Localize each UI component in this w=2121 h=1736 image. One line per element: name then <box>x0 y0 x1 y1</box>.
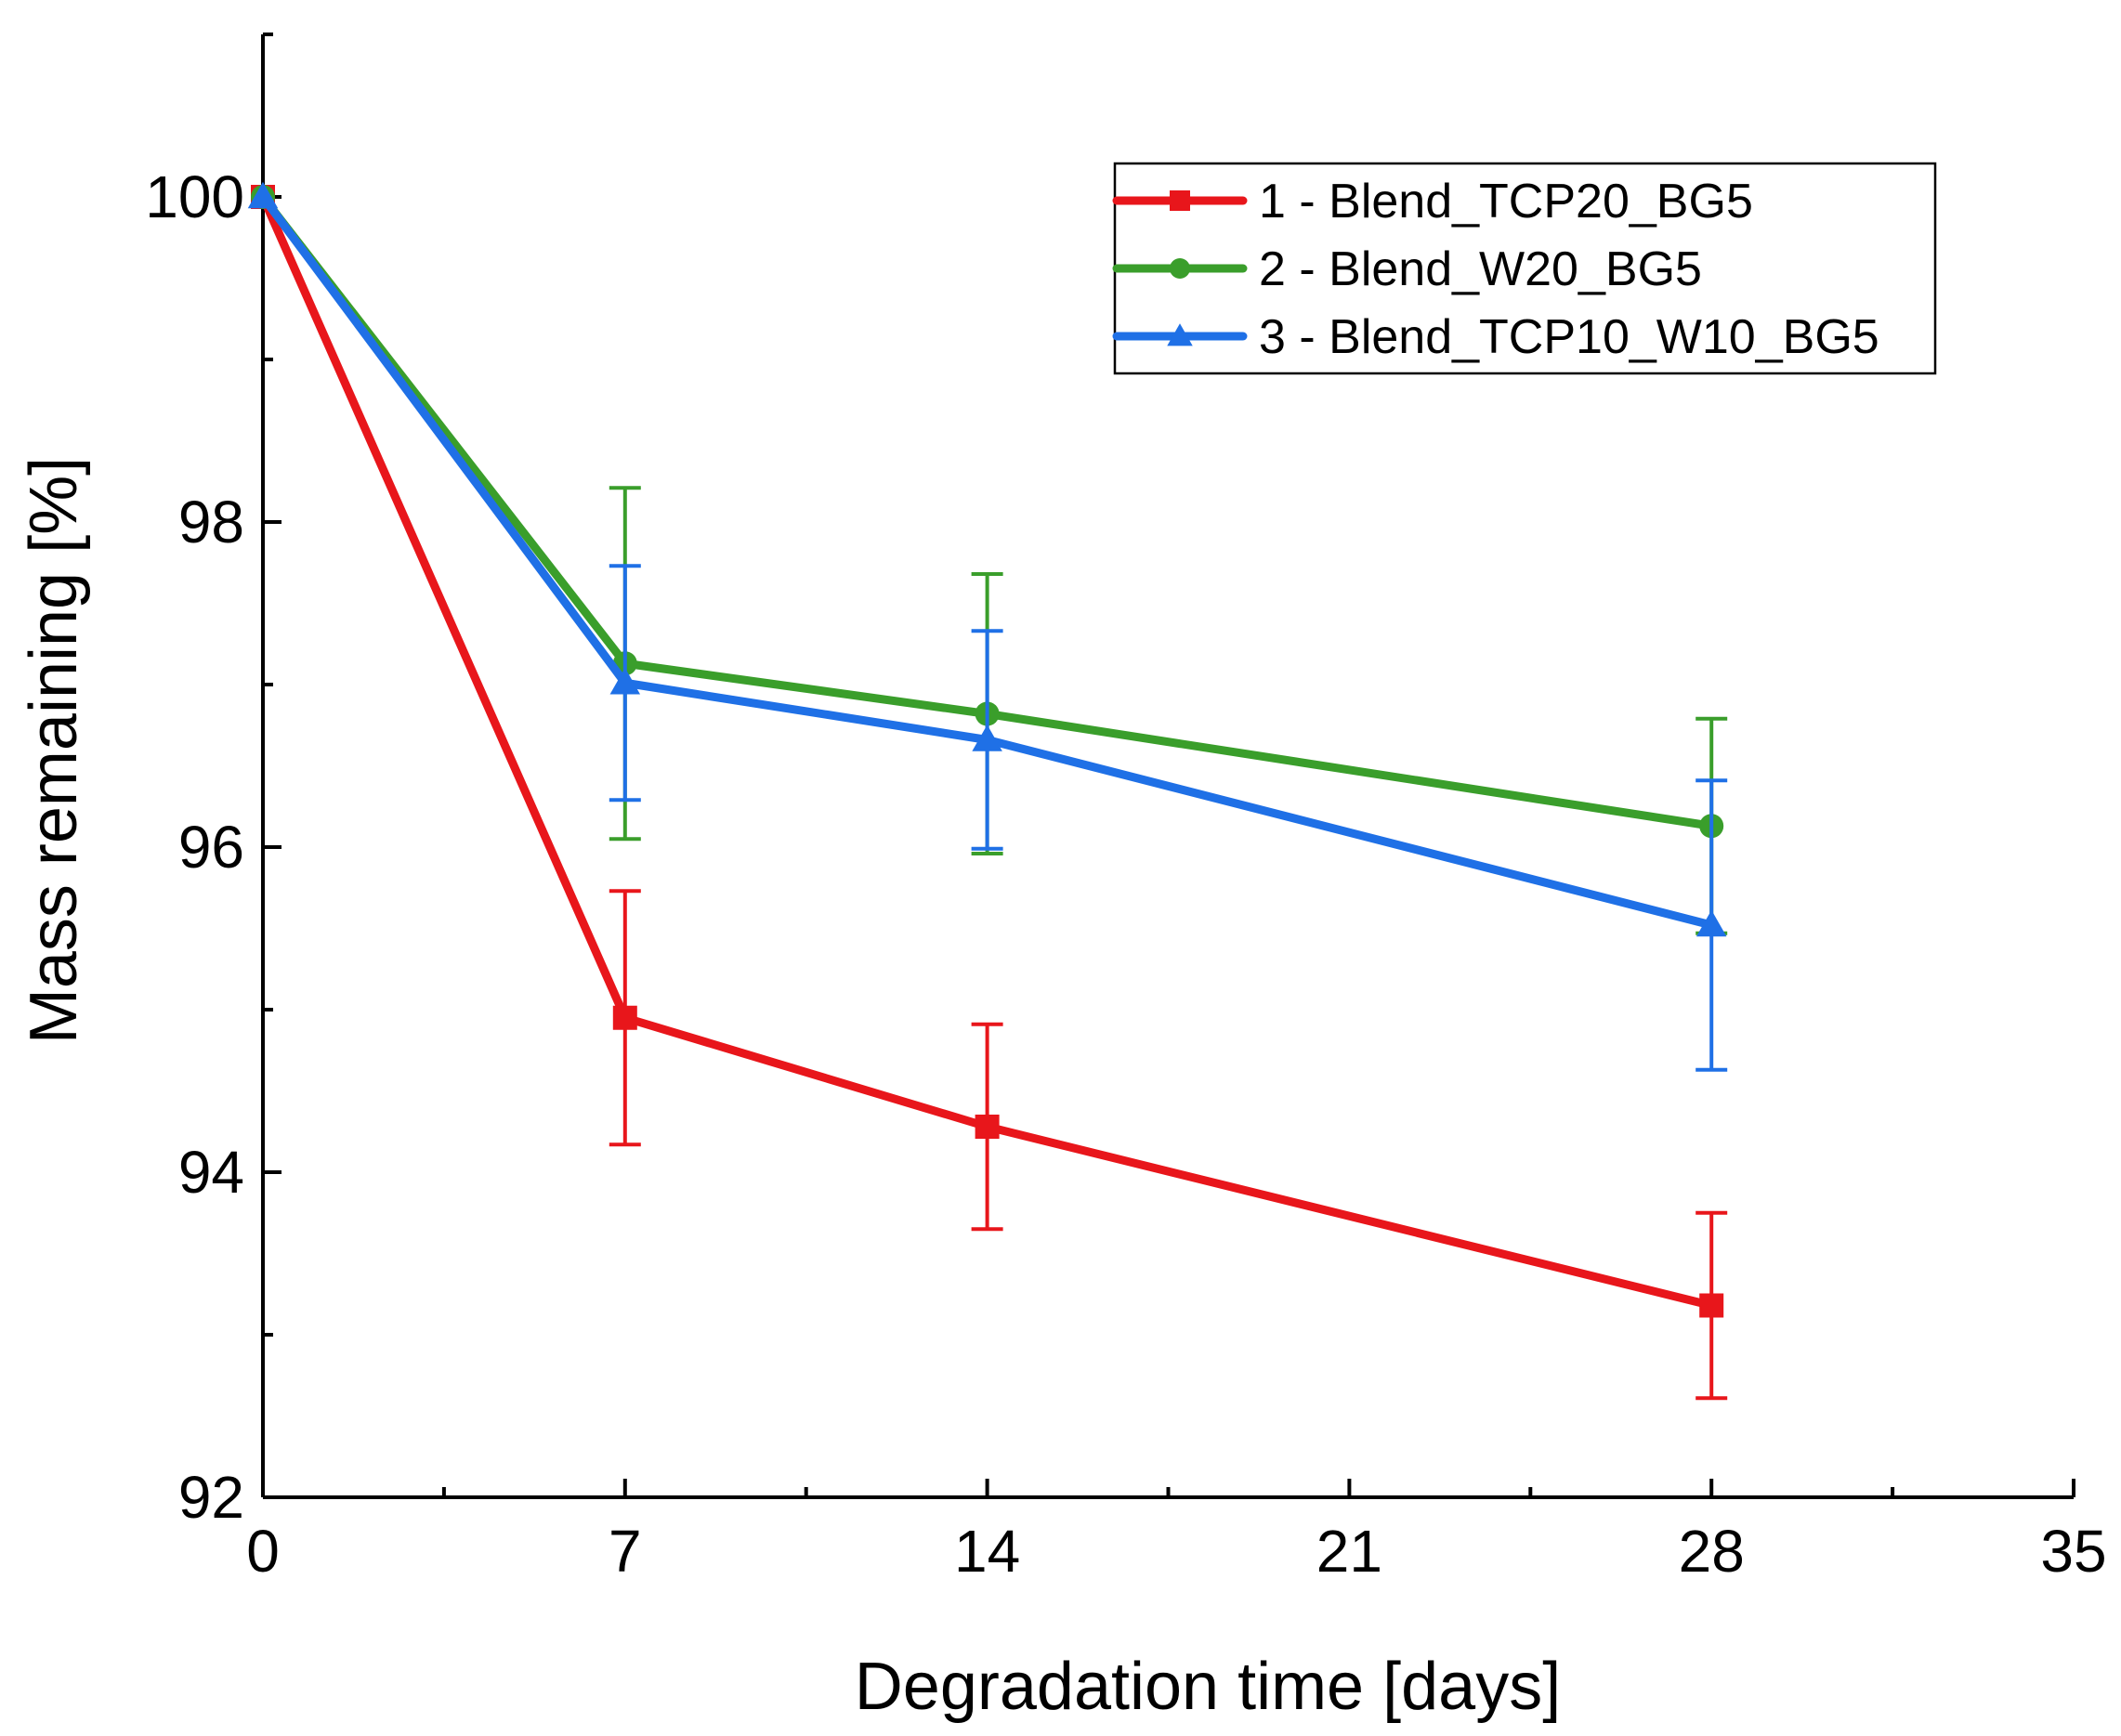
legend-label: 2 - Blend_W20_BG5 <box>1259 242 1702 296</box>
legend-label: 3 - Blend_TCP10_W10_BG5 <box>1259 310 1879 364</box>
data-point <box>609 668 641 695</box>
legend-marker <box>1170 190 1190 211</box>
legend-marker <box>1167 323 1193 346</box>
x-tick-label: 21 <box>1316 1518 1382 1585</box>
data-point <box>247 181 279 209</box>
legend-label: 1 - Blend_TCP20_BG5 <box>1259 175 1753 228</box>
x-tick-label: 28 <box>1679 1518 1745 1585</box>
legend-items: 1 - Blend_TCP20_BG5 2 - Blend_W20_BG5 3 - … <box>1112 175 1879 364</box>
series-1 <box>251 185 1728 1401</box>
series-3 <box>247 181 1728 1072</box>
legend-item-1: 1 - Blend_TCP20_BG5 <box>1112 175 1753 228</box>
y-axis-title: Mass remaining [%] <box>17 457 91 1044</box>
x-tick-label: 35 <box>2040 1518 2106 1585</box>
data-point <box>972 724 1002 751</box>
axes: 0 7 14 21 28 35 92 94 96 98 100 <box>145 33 2107 1585</box>
plot-area <box>247 181 1728 1401</box>
legend: 1 - Blend_TCP20_BG5 2 - Blend_W20_BG5 3 - … <box>1112 162 1937 375</box>
x-axis-title: Degradation time [days] <box>855 1650 1561 1724</box>
data-point <box>975 1115 1000 1139</box>
y-tick-label: 100 <box>145 163 244 230</box>
x-tick-label: 0 <box>246 1518 280 1585</box>
series-line <box>258 192 1716 830</box>
data-point <box>1699 1293 1724 1318</box>
y-tick-label: 92 <box>178 1464 244 1531</box>
data-point <box>1695 909 1727 937</box>
data-point <box>612 1005 637 1030</box>
legend-item-2: 2 - Blend_W20_BG5 <box>1112 242 1702 296</box>
legend-item-3: 3 - Blend_TCP10_W10_BG5 <box>1112 310 1879 364</box>
x-tick-label: 14 <box>954 1518 1020 1585</box>
y-tick-label: 98 <box>178 489 244 555</box>
series-line <box>258 192 1716 930</box>
series-line <box>258 192 1716 1310</box>
y-tick-label: 94 <box>178 1139 244 1206</box>
x-tick-label: 7 <box>609 1518 642 1585</box>
y-tick-label: 96 <box>178 814 244 881</box>
legend-marker <box>1170 258 1190 279</box>
